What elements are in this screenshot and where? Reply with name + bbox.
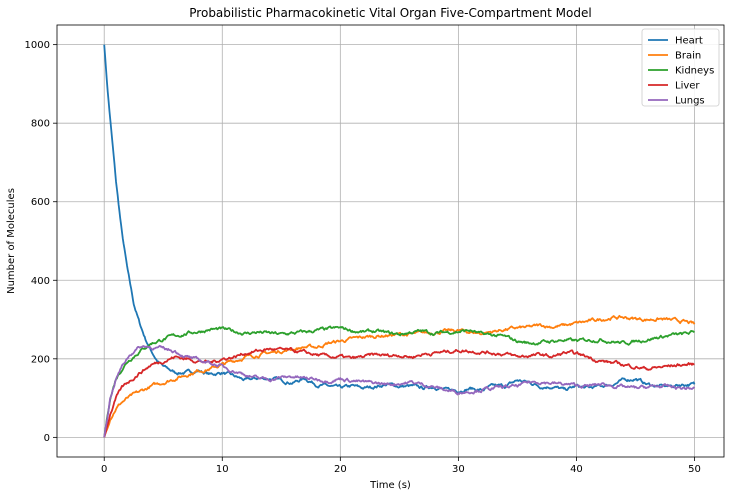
x-axis-label: Time (s) (369, 480, 411, 491)
y-tick-label: 600 (31, 197, 50, 208)
y-tick-label: 0 (44, 433, 50, 444)
series-line-kidneys (103, 325, 695, 438)
x-tick-label: 20 (334, 464, 347, 475)
x-tick-label: 0 (101, 464, 107, 475)
plot-area (57, 25, 724, 457)
x-axis-ticks: 0 10 20 30 40 50 (101, 457, 701, 475)
legend-box (641, 28, 720, 107)
y-tick-label: 1000 (25, 40, 50, 51)
legend: Heart Brain Kidneys Liver Lungs (641, 28, 720, 107)
x-tick-label: 50 (688, 464, 701, 475)
legend-label: Heart (675, 36, 703, 47)
x-tick-label: 10 (216, 464, 229, 475)
series-line-lungs (103, 344, 696, 438)
y-axis-label: Number of Molecules (6, 188, 17, 294)
chart-title: Probabilistic Pharmacokinetic Vital Orga… (189, 6, 591, 20)
x-tick-label: 40 (570, 464, 583, 475)
legend-label: Kidneys (675, 66, 714, 77)
series-lines (103, 44, 696, 438)
legend-label: Brain (675, 51, 701, 62)
y-tick-label: 400 (31, 276, 50, 287)
x-tick-label: 30 (452, 464, 465, 475)
plot-frame (56, 24, 725, 458)
y-tick-label: 200 (31, 354, 50, 365)
y-tick-label: 800 (31, 119, 50, 130)
legend-label: Liver (675, 81, 700, 92)
series-line-brain (103, 314, 696, 438)
y-axis-ticks: 0 200 400 600 800 1000 (25, 40, 57, 444)
legend-label: Lungs (675, 96, 705, 107)
